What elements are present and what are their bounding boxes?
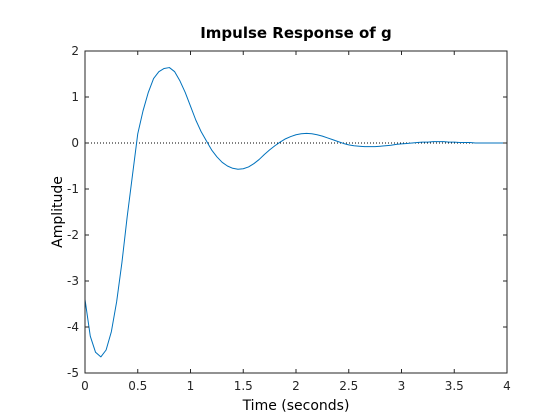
x-tick-label: 3.5 (445, 379, 464, 393)
x-tick-label: 1 (187, 379, 195, 393)
chart-title: Impulse Response of g (200, 24, 392, 42)
x-tick-label: 2 (292, 379, 300, 393)
y-tick-label: -4 (67, 320, 79, 334)
x-tick-label: 4 (503, 379, 511, 393)
y-tick-labels: 2 1 0 -1 -2 -3 -4 -5 (67, 44, 79, 380)
y-axis-label: Amplitude (50, 176, 66, 248)
y-tick-label: -5 (67, 366, 79, 380)
x-tick-labels: 0 0.5 1 1.5 2 2.5 3 3.5 4 (81, 379, 511, 393)
y-tick-label: 2 (71, 44, 79, 58)
x-tick-label: 3 (398, 379, 406, 393)
series-line-0 (84, 67, 507, 358)
plot-area (85, 51, 507, 373)
y-tick-label: 1 (71, 90, 79, 104)
x-tick-label: 0.5 (128, 379, 147, 393)
y-tick-label: -1 (67, 182, 79, 196)
y-tick-label: -2 (67, 228, 79, 242)
x-tick-label: 1.5 (234, 379, 253, 393)
y-tick-label: -3 (67, 274, 79, 288)
y-tick-label: 0 (71, 136, 79, 150)
axis-ticks (84, 50, 508, 374)
x-axis-label: Time (seconds) (242, 398, 350, 414)
x-tick-label: 0 (81, 379, 89, 393)
x-tick-label: 2.5 (339, 379, 358, 393)
impulse-response-series (84, 67, 507, 358)
